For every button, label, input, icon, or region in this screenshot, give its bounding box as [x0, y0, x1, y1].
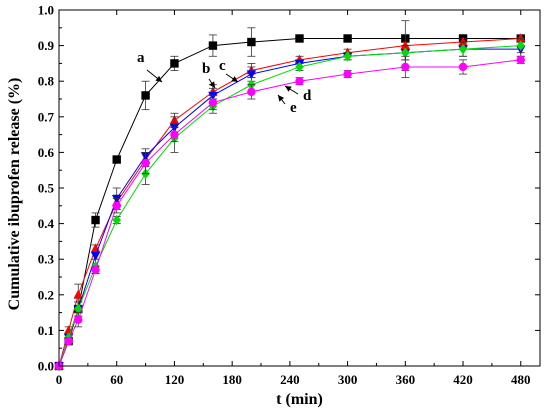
curve-label-a: a [137, 50, 145, 66]
curve-label-c: c [219, 58, 226, 74]
data-point-a [343, 34, 352, 43]
data-point-a [91, 215, 100, 225]
series-line-d [58, 45, 521, 367]
y-tick-label: 0.7 [38, 109, 55, 124]
curve-arrowhead-e [278, 95, 285, 102]
axes-layer: 0 60 120 180 240 300 360 420 480 0.0 0.1 0.2 0.3 0.4 0… [38, 3, 540, 387]
data-point-a [170, 59, 179, 68]
series-line-a [58, 37, 521, 367]
data-point-d [343, 51, 352, 62]
data-point-e [401, 62, 410, 72]
data-point-b [73, 289, 83, 299]
x-tick-label: 60 [110, 372, 123, 387]
data-point-a [295, 34, 304, 43]
curve-arrowhead-c [231, 76, 238, 82]
x-tick-label: 240 [280, 372, 300, 387]
data-point-e [112, 201, 121, 210]
series-b [54, 20, 526, 370]
data-point-e [516, 55, 525, 65]
y-tick-label: 0.5 [38, 181, 55, 196]
data-point-c [90, 251, 101, 261]
data-point-d [295, 61, 304, 73]
y-tick-label: 0.1 [38, 323, 54, 338]
x-tick-label: 480 [511, 372, 531, 387]
y-tick-label: 0.4 [38, 216, 55, 231]
curve-label-e: e [290, 100, 297, 116]
data-point-d [74, 303, 83, 315]
y-tick-label: 0.0 [38, 359, 54, 374]
data-point-e [208, 98, 218, 107]
data-point-b [516, 33, 526, 43]
curve-arrowhead-b [209, 81, 215, 88]
data-point-a [141, 91, 150, 100]
data-point-e [295, 77, 304, 86]
y-axis-title: Cumulative ibuprofen release (%) [6, 78, 23, 311]
x-tick-label: 120 [165, 372, 185, 387]
data-point-b [400, 40, 411, 50]
series-a [54, 27, 525, 371]
data-point-e [91, 265, 100, 275]
data-point-a [247, 37, 256, 47]
data-point-e [74, 315, 83, 324]
data-point-e [458, 62, 468, 72]
annotation-layer: a b c de [137, 50, 312, 116]
data-point-c [246, 70, 257, 80]
x-tick-label: 360 [396, 372, 416, 387]
y-tick-label: 0.8 [38, 74, 55, 89]
x-tick-label: 420 [453, 372, 473, 387]
y-tick-label: 0.3 [38, 252, 55, 267]
y-tick-label: 1.0 [38, 3, 54, 18]
curve-arrowhead-d [285, 86, 292, 92]
series-layer [54, 20, 526, 372]
y-tick-label: 0.9 [38, 38, 55, 53]
series-line-e [58, 59, 521, 367]
y-tick-label: 0.6 [38, 145, 55, 160]
data-point-a [112, 155, 121, 164]
curve-arrowhead-a [155, 75, 162, 82]
data-point-a [208, 41, 218, 50]
data-point-d [458, 43, 468, 55]
series-line-c [58, 48, 521, 367]
data-point-d [401, 47, 410, 58]
series-line-b [58, 37, 521, 367]
data-point-e [170, 130, 179, 139]
x-tick-label: 300 [338, 372, 358, 387]
x-tick-label: 180 [222, 372, 242, 387]
data-point-e [64, 336, 73, 346]
curve-label-b: b [202, 61, 210, 77]
data-point-d [112, 214, 121, 226]
y-tick-label: 0.2 [38, 287, 54, 302]
x-tick-label: 0 [56, 372, 63, 387]
data-point-e [247, 87, 256, 97]
data-point-b [458, 36, 468, 46]
x-axis-title: t (min) [276, 391, 323, 408]
data-point-e [141, 158, 150, 168]
curve-label-d: d [303, 88, 312, 104]
data-point-d [516, 40, 525, 51]
series-e [54, 55, 525, 371]
data-point-e [343, 69, 352, 79]
